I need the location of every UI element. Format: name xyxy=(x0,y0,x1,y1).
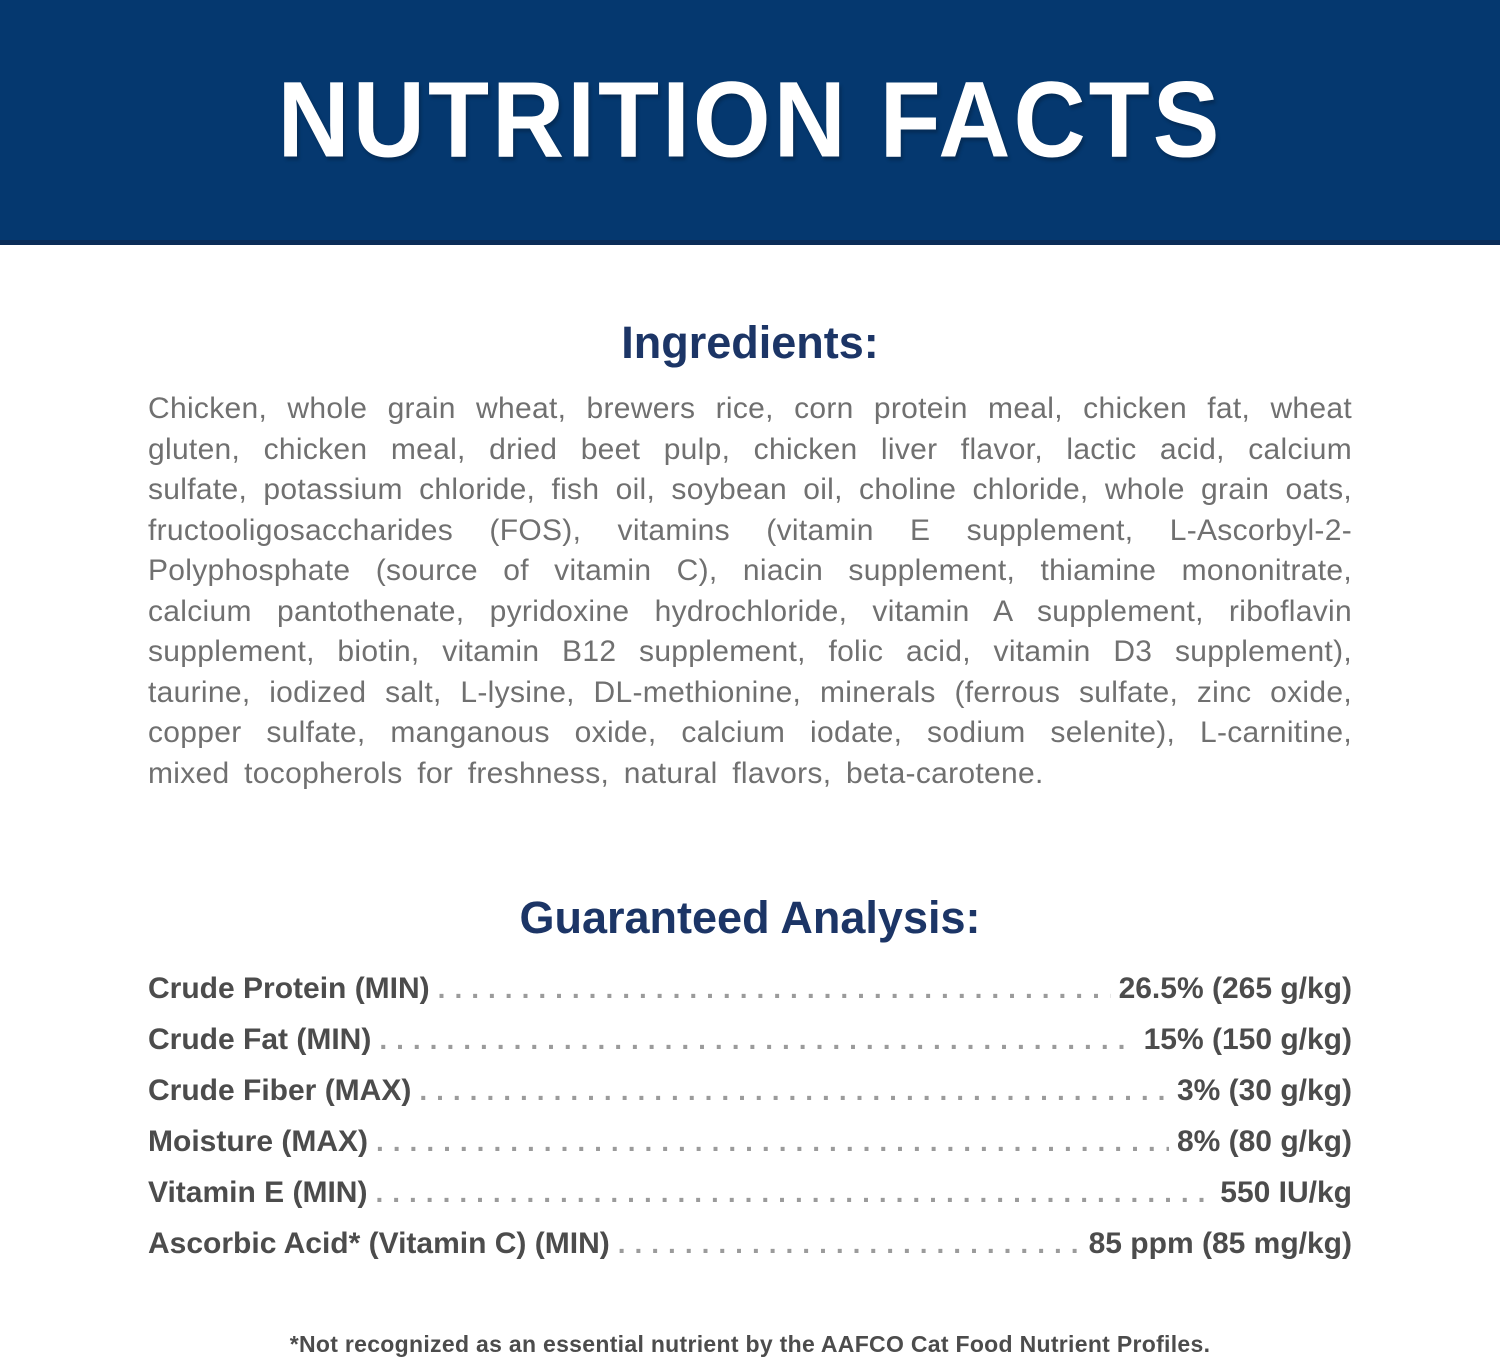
dot-leader xyxy=(419,1074,1169,1108)
guaranteed-analysis-heading: Guaranteed Analysis: xyxy=(519,892,981,943)
ga-row-ascorbic-acid: Ascorbic Acid* (Vitamin C) (MIN) 85 ppm … xyxy=(148,1227,1352,1261)
label-content: Ingredients: Chicken, whole grain wheat,… xyxy=(0,317,1500,1358)
dot-leader xyxy=(618,1227,1081,1261)
aafco-footnote: *Not recognized as an essential nutrient… xyxy=(289,1331,1211,1357)
ga-row-vitamin-e: Vitamin E (MIN) 550 IU/kg xyxy=(148,1176,1352,1210)
ga-row-crude-protein: Crude Protein (MIN) 26.5% (265 g/kg) xyxy=(148,972,1352,1006)
dot-leader xyxy=(438,972,1111,1006)
ga-row-moisture: Moisture (MAX) 8% (80 g/kg) xyxy=(148,1125,1352,1159)
ga-row-label: Ascorbic Acid* (Vitamin C) (MIN) xyxy=(148,1227,610,1260)
ga-row-value: 550 IU/kg xyxy=(1220,1176,1352,1209)
ga-row-crude-fat: Crude Fat (MIN) 15% (150 g/kg) xyxy=(148,1023,1352,1057)
dot-leader xyxy=(379,1023,1135,1057)
ingredients-text: Chicken, whole grain wheat, brewers rice… xyxy=(148,392,1352,790)
dot-leader xyxy=(375,1176,1212,1210)
ga-row-value: 85 ppm (85 mg/kg) xyxy=(1088,1227,1352,1260)
page-title: NUTRITION FACTS xyxy=(277,58,1223,180)
ga-row-value: 26.5% (265 g/kg) xyxy=(1118,972,1352,1005)
ga-row-label: Crude Fat (MIN) xyxy=(148,1023,372,1056)
ingredients-heading: Ingredients: xyxy=(621,317,879,368)
ga-row-label: Crude Protein (MIN) xyxy=(148,972,430,1005)
ga-row-value: 15% (150 g/kg) xyxy=(1143,1023,1352,1056)
ga-row-value: 8% (80 g/kg) xyxy=(1176,1125,1352,1158)
ga-row-label: Crude Fiber (MAX) xyxy=(148,1074,412,1107)
ga-row-crude-fiber: Crude Fiber (MAX) 3% (30 g/kg) xyxy=(148,1074,1352,1108)
title-banner: NUTRITION FACTS xyxy=(0,0,1500,245)
ga-row-value: 3% (30 g/kg) xyxy=(1176,1074,1352,1107)
ga-row-label: Vitamin E (MIN) xyxy=(148,1176,368,1209)
ga-row-label: Moisture (MAX) xyxy=(148,1125,368,1158)
dot-leader xyxy=(376,1125,1169,1159)
guaranteed-analysis-table: Crude Protein (MIN) 26.5% (265 g/kg) Cru… xyxy=(148,972,1352,1261)
